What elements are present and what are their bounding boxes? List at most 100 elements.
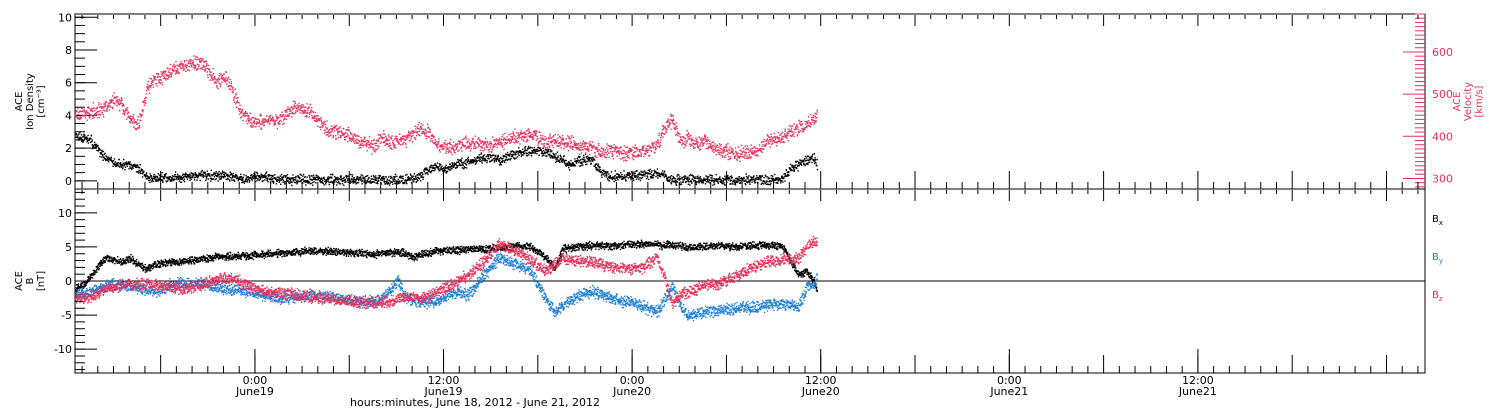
velocity-point [316, 119, 319, 121]
density-point [236, 176, 239, 178]
velocity-point [331, 127, 334, 130]
velocity-point [570, 142, 572, 145]
density-point [286, 176, 289, 179]
velocity-point [391, 141, 394, 144]
density-point [269, 178, 271, 180]
density-point [569, 164, 571, 167]
density-point [146, 178, 148, 180]
velocity-point [266, 121, 269, 123]
density-point [568, 169, 571, 171]
velocity-point [576, 144, 579, 147]
velocity-point [317, 125, 319, 127]
velocity-point [463, 146, 465, 148]
density-point [759, 176, 762, 178]
velocity-point [611, 155, 613, 157]
density-point [765, 181, 768, 183]
velocity-point [403, 141, 405, 143]
density-point [209, 173, 211, 175]
density-point [387, 183, 389, 185]
density-point [86, 139, 88, 141]
velocity-point [360, 137, 362, 139]
velocity-point [664, 133, 666, 135]
density-point [109, 158, 111, 160]
density-point [618, 174, 621, 176]
velocity-point [447, 147, 449, 149]
density-point [194, 172, 196, 174]
density-point [751, 179, 754, 181]
density-point [428, 168, 431, 171]
density-point [804, 160, 806, 162]
velocity-point [292, 113, 294, 115]
density-point [99, 149, 101, 151]
velocity-point [320, 119, 322, 121]
density-point [317, 179, 319, 181]
velocity-point [591, 141, 594, 143]
density-point [808, 161, 811, 163]
velocity-point [258, 125, 260, 128]
density-point [443, 168, 446, 171]
density-point [675, 183, 677, 185]
density-point [168, 177, 170, 179]
density-point [320, 178, 322, 181]
velocity-point [211, 77, 213, 80]
velocity-point [247, 118, 249, 120]
velocity-point [171, 68, 174, 70]
density-point [170, 180, 172, 182]
density-point [365, 182, 367, 185]
density-point [632, 174, 634, 176]
velocity-point [486, 146, 489, 148]
velocity-point [162, 71, 165, 74]
velocity-point [347, 135, 350, 137]
density-point [271, 179, 273, 181]
velocity-point [484, 142, 486, 144]
velocity-point [402, 135, 405, 137]
density-point [167, 180, 169, 182]
density-point [549, 153, 551, 155]
velocity-point [526, 133, 528, 135]
right-tick-label: 600 [1432, 46, 1453, 59]
velocity-point [243, 113, 246, 115]
density-point [505, 153, 507, 155]
density-point [590, 157, 592, 159]
velocity-point [366, 150, 368, 152]
velocity-point [612, 158, 614, 160]
velocity-point [376, 144, 379, 147]
density-point [95, 146, 98, 148]
velocity-point [575, 144, 577, 146]
density-point [349, 180, 351, 183]
velocity-point [84, 110, 86, 113]
velocity-point [517, 132, 519, 134]
density-point [331, 176, 333, 178]
density-point [799, 163, 801, 166]
velocity-point [253, 121, 256, 124]
density-point [676, 178, 678, 181]
velocity-point [283, 116, 286, 118]
velocity-point [429, 131, 431, 133]
velocity-point [331, 125, 333, 127]
velocity-point [303, 109, 306, 111]
velocity-point [682, 143, 685, 145]
velocity-point [721, 151, 723, 153]
density-point [105, 159, 107, 161]
density-point [422, 178, 424, 180]
density-point [578, 156, 580, 159]
density-point [149, 173, 151, 175]
density-point [316, 174, 318, 177]
velocity-point [393, 146, 395, 149]
velocity-point [719, 150, 721, 152]
density-point [526, 149, 528, 152]
density-point [330, 176, 332, 178]
velocity-point [354, 139, 356, 142]
density-point [539, 147, 541, 149]
density-point [784, 180, 786, 182]
density-point [483, 159, 485, 161]
velocity-point [681, 140, 683, 142]
velocity-point [457, 150, 459, 152]
velocity-point [128, 116, 130, 118]
density-point [354, 178, 356, 181]
velocity-point [500, 138, 503, 140]
density-point [406, 182, 408, 185]
density-point [460, 159, 462, 161]
velocity-point [326, 128, 328, 130]
velocity-point [193, 55, 195, 57]
